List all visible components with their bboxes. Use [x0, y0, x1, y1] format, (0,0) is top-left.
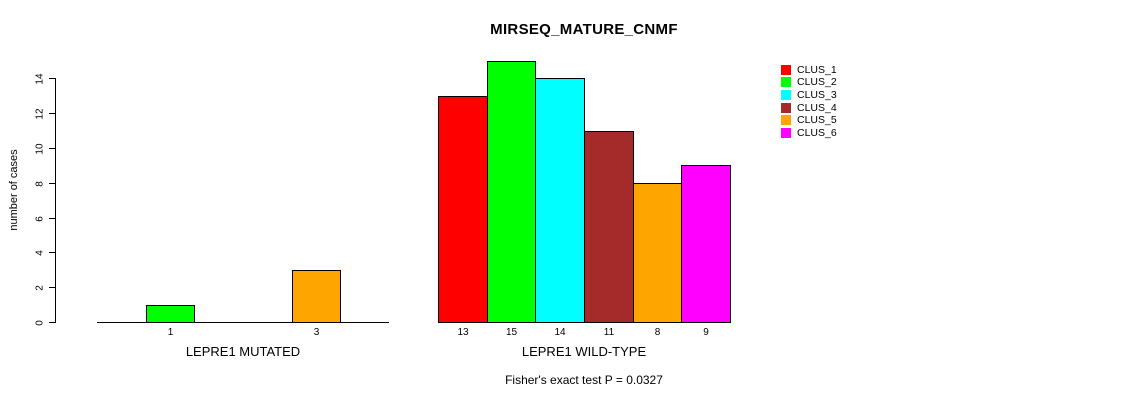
bar-value-label: 8 — [654, 327, 661, 338]
y-tick-label: 4 — [34, 249, 46, 256]
legend-swatch-clus_5 — [781, 115, 791, 126]
bar-value-label: 9 — [703, 327, 709, 338]
y-tick-mark — [49, 113, 55, 114]
bar-group2-clus_1 — [438, 96, 488, 323]
bar-group2-clus_2 — [487, 61, 536, 323]
y-axis-label: number of cases — [8, 149, 20, 231]
legend-label: CLUS_4 — [797, 101, 837, 114]
legend-label: CLUS_2 — [797, 76, 837, 89]
y-tick-label: 8 — [34, 180, 46, 187]
group-label-wildtype: LEPRE1 WILD-TYPE — [521, 344, 647, 359]
bar-group1-clus_5 — [292, 270, 341, 323]
y-axis-line — [55, 78, 56, 323]
bar-group2-clus_6 — [681, 165, 731, 323]
bar-value-label: 11 — [603, 327, 615, 338]
y-tick-label: 14 — [34, 72, 46, 85]
y-tick-label: 6 — [34, 215, 46, 222]
legend-entry: CLUS_2 — [781, 76, 837, 89]
y-tick-label: 12 — [34, 107, 46, 120]
fisher-test-note: Fisher's exact test P = 0.0327 — [505, 373, 663, 387]
x-axis-baseline-group1 — [97, 322, 389, 323]
y-tick-mark — [49, 183, 55, 184]
bar-value-label: 15 — [505, 327, 518, 338]
legend-swatch-clus_2 — [781, 77, 791, 88]
legend-swatch-clus_1 — [781, 64, 791, 75]
y-tick-label: 10 — [34, 142, 46, 155]
legend-label: CLUS_6 — [797, 127, 837, 139]
legend-label: CLUS_5 — [797, 114, 837, 127]
legend-entry: CLUS_3 — [781, 88, 837, 101]
bar-value-label: 14 — [554, 327, 566, 338]
bar-value-label: 1 — [167, 327, 174, 338]
chart-title: MIRSEQ_MATURE_CNMF — [490, 21, 678, 38]
legend-label: CLUS_3 — [797, 88, 837, 101]
bar-group1-clus_2 — [146, 305, 195, 323]
bar-value-label: 3 — [313, 327, 320, 338]
y-tick-label: 0 — [34, 319, 46, 326]
legend-entry: CLUS_4 — [781, 101, 837, 114]
y-tick-mark — [49, 78, 55, 79]
y-tick-label: 2 — [34, 284, 46, 291]
bar-group2-clus_4 — [584, 131, 634, 323]
y-tick-mark — [49, 322, 55, 323]
bar-group2-clus_3 — [535, 78, 585, 323]
group-label-mutated: LEPRE1 MUTATED — [185, 344, 301, 359]
legend-entry: CLUS_1 — [781, 63, 837, 76]
y-tick-mark — [49, 218, 55, 219]
y-tick-mark — [49, 252, 55, 253]
y-tick-mark — [49, 287, 55, 288]
bar-value-label: 13 — [457, 327, 469, 338]
legend-swatch-clus_4 — [781, 102, 791, 113]
y-tick-mark — [49, 148, 55, 149]
bar-group2-clus_5 — [633, 183, 682, 323]
legend-swatch-clus_3 — [781, 89, 791, 100]
legend-entry: CLUS_5 — [781, 114, 837, 127]
legend-label: CLUS_1 — [797, 63, 837, 76]
legend-swatch-clus_6 — [781, 128, 791, 138]
legend-entry: CLUS_6 — [781, 127, 837, 140]
